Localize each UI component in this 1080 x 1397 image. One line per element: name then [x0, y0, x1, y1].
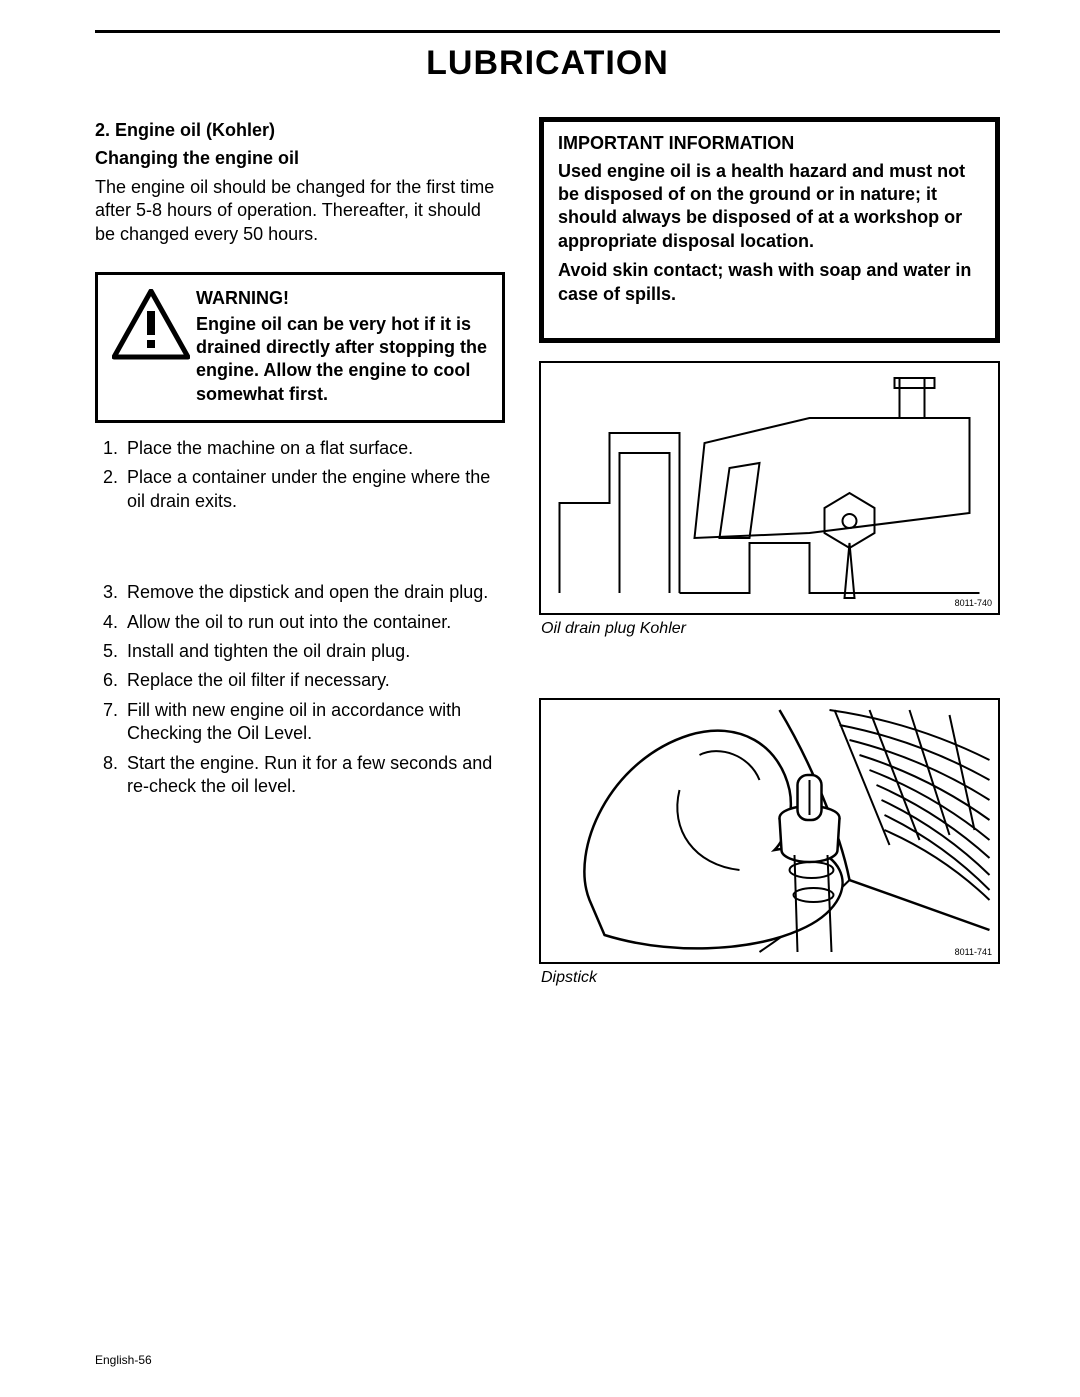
list-item: Start the engine. Run it for a few secon… [123, 752, 505, 799]
figure-caption: Dipstick [541, 968, 1000, 989]
list-item: Place a container under the engine where… [123, 466, 505, 513]
warning-title: WARNING! [196, 287, 490, 310]
left-column: 2. Engine oil (Kohler) Changing the engi… [95, 117, 505, 988]
info-title: IMPORTANT INFORMATION [558, 132, 981, 155]
top-rule [95, 30, 1000, 33]
right-column: IMPORTANT INFORMATION Used engine oil is… [539, 117, 1000, 988]
steps-list-2: Remove the dipstick and open the drain p… [95, 581, 505, 798]
oil-drain-illustration [541, 363, 998, 613]
info-body-2: Avoid skin contact; wash with soap and w… [558, 259, 981, 306]
two-column-layout: 2. Engine oil (Kohler) Changing the engi… [95, 117, 1000, 988]
intro-paragraph: The engine oil should be changed for the… [95, 176, 505, 246]
section-heading: 2. Engine oil (Kohler) [95, 119, 505, 142]
list-item: Install and tighten the oil drain plug. [123, 640, 505, 663]
figure-ref: 8011-741 [955, 947, 992, 959]
dipstick-illustration [541, 700, 998, 962]
figure-ref: 8011-740 [955, 598, 992, 610]
figure-dipstick: 8011-741 [539, 698, 1000, 964]
steps-list-1: Place the machine on a flat surface. Pla… [95, 437, 505, 513]
warning-icon [106, 287, 196, 361]
page-title: LUBRICATION [95, 41, 1000, 85]
list-item: Replace the oil filter if necessary. [123, 669, 505, 692]
list-item: Remove the dipstick and open the drain p… [123, 581, 505, 604]
warning-body: Engine oil can be very hot if it is drai… [196, 313, 490, 407]
manual-page: LUBRICATION 2. Engine oil (Kohler) Chang… [0, 0, 1080, 1397]
figure-oil-drain: 8011-740 [539, 361, 1000, 615]
section-subheading: Changing the engine oil [95, 147, 505, 170]
page-footer: English-56 [95, 1353, 152, 1369]
info-body-1: Used engine oil is a health hazard and m… [558, 160, 981, 254]
important-info-box: IMPORTANT INFORMATION Used engine oil is… [539, 117, 1000, 343]
warning-text: WARNING! Engine oil can be very hot if i… [196, 287, 490, 406]
list-item: Fill with new engine oil in accordance w… [123, 699, 505, 746]
list-item: Place the machine on a flat surface. [123, 437, 505, 460]
list-item: Allow the oil to run out into the contai… [123, 611, 505, 634]
steps-block-2: Remove the dipstick and open the drain p… [95, 581, 505, 798]
figure-caption: Oil drain plug Kohler [541, 619, 1000, 640]
warning-box: WARNING! Engine oil can be very hot if i… [95, 272, 505, 423]
